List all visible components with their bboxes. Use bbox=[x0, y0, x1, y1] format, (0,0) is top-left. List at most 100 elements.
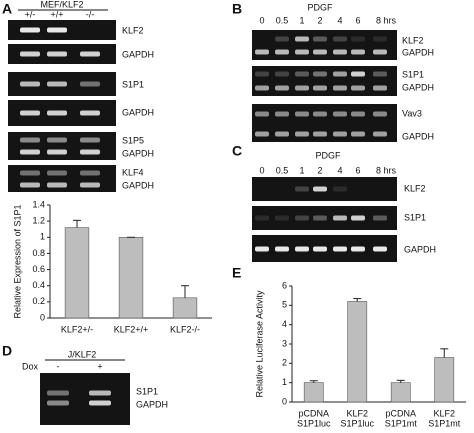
gel-band bbox=[47, 81, 67, 87]
gel-band bbox=[295, 131, 309, 137]
x-tick-label: KLF2+/+ bbox=[114, 324, 149, 334]
gel-band bbox=[313, 49, 327, 55]
gel-band bbox=[333, 85, 347, 91]
lane-label: 2 bbox=[317, 165, 322, 175]
gel-band bbox=[313, 215, 327, 221]
gel-band bbox=[47, 170, 67, 176]
gel-band bbox=[295, 71, 309, 77]
gel-band bbox=[333, 215, 347, 221]
gel-label: KLF2 bbox=[402, 35, 424, 45]
gel-label: S1P1 bbox=[404, 212, 426, 222]
gel-band bbox=[89, 390, 111, 396]
gel-band bbox=[333, 111, 347, 117]
gel-band bbox=[47, 400, 69, 406]
gel-band bbox=[351, 49, 365, 55]
gel-band bbox=[20, 81, 40, 87]
lane-label: 0 bbox=[259, 165, 264, 175]
gel-band bbox=[313, 85, 327, 91]
x-tick-label: KLF2-/- bbox=[170, 324, 200, 334]
bar bbox=[390, 382, 411, 403]
gel-band bbox=[313, 131, 327, 137]
gel-band bbox=[47, 137, 67, 143]
bar bbox=[347, 301, 368, 403]
x-tick-label: KLF2 bbox=[433, 408, 455, 418]
gel-label: S1P1 bbox=[122, 79, 144, 89]
gel-band bbox=[333, 36, 347, 42]
gel-band bbox=[255, 131, 269, 137]
gel-band bbox=[351, 71, 365, 77]
row-label: Dox bbox=[22, 361, 39, 371]
gel-label: S1P1 bbox=[136, 386, 158, 396]
treatment: PDGF bbox=[307, 2, 333, 12]
gel-band bbox=[20, 110, 40, 116]
gel-band bbox=[80, 110, 100, 116]
gel-band bbox=[255, 49, 269, 55]
gel-band bbox=[20, 182, 40, 188]
header: MEF/KLF2 bbox=[40, 0, 83, 9]
gel-band bbox=[373, 85, 387, 91]
gel-band bbox=[333, 71, 347, 77]
gel-label: GAPDH bbox=[402, 82, 434, 92]
gels bbox=[8, 20, 397, 425]
gel-label: S1P5 bbox=[122, 135, 144, 145]
lane-label: 6 bbox=[355, 15, 360, 25]
gel-band bbox=[47, 110, 67, 116]
gel-label: KLF2 bbox=[404, 183, 426, 193]
gel-band bbox=[20, 149, 40, 155]
gel-band bbox=[351, 215, 365, 221]
y-tick-label: 0 bbox=[282, 396, 287, 406]
gel bbox=[40, 373, 130, 425]
gel-band bbox=[47, 51, 67, 57]
gel-band bbox=[255, 215, 269, 221]
gel-band bbox=[47, 390, 69, 396]
gel-band bbox=[313, 111, 327, 117]
gel-band bbox=[351, 246, 365, 252]
gel bbox=[252, 66, 397, 96]
gel-band bbox=[255, 71, 269, 77]
header: J/KLF2 bbox=[68, 349, 97, 359]
gel-label: GAPDH bbox=[402, 131, 434, 141]
gel-band bbox=[295, 246, 309, 252]
gel-band bbox=[255, 85, 269, 91]
y-axis-title: Relative Luciferase Activity bbox=[254, 290, 264, 398]
y-tick-label: 6 bbox=[282, 280, 287, 290]
gel bbox=[252, 206, 397, 230]
gel-label: KLF4 bbox=[122, 167, 144, 177]
gel-band bbox=[80, 137, 100, 143]
y-tick-label: 1 bbox=[282, 377, 287, 387]
gel-band bbox=[295, 186, 309, 192]
gel-label: GAPDH bbox=[404, 244, 436, 254]
gel-band bbox=[373, 49, 387, 55]
gel-band bbox=[89, 400, 111, 406]
gel-band bbox=[20, 170, 40, 176]
x-tick-label: pCDNA bbox=[298, 408, 329, 418]
gel bbox=[252, 30, 397, 60]
lane-label: 4 bbox=[337, 15, 342, 25]
bar bbox=[303, 382, 324, 403]
lane-label: + bbox=[97, 361, 102, 371]
lane-label: 8 hrs bbox=[376, 15, 397, 25]
y-tick-label: 4 bbox=[282, 319, 287, 329]
gel-label: GAPDH bbox=[122, 49, 154, 59]
gel-band bbox=[80, 81, 100, 87]
gel-band bbox=[80, 182, 100, 188]
gel-band bbox=[351, 131, 365, 137]
gel-label: GAPDH bbox=[136, 399, 168, 409]
y-tick-label: 1.4 bbox=[32, 199, 45, 209]
gel-band bbox=[255, 111, 269, 117]
lane-label: 0 bbox=[259, 15, 264, 25]
gel-band bbox=[373, 111, 387, 117]
gel-label: KLF2 bbox=[122, 25, 144, 35]
bar bbox=[172, 297, 198, 319]
gel-label: S1P1 bbox=[402, 69, 424, 79]
gel-band bbox=[373, 215, 387, 221]
lane-label: 2 bbox=[317, 15, 322, 25]
gel-band bbox=[313, 246, 327, 252]
gel-band bbox=[255, 246, 269, 252]
x-tick-label: S1P1luc bbox=[340, 418, 374, 428]
gel-band bbox=[47, 149, 67, 155]
bar bbox=[118, 236, 144, 319]
gel-band bbox=[20, 27, 40, 33]
gel-band bbox=[333, 186, 347, 192]
gel bbox=[8, 132, 116, 160]
